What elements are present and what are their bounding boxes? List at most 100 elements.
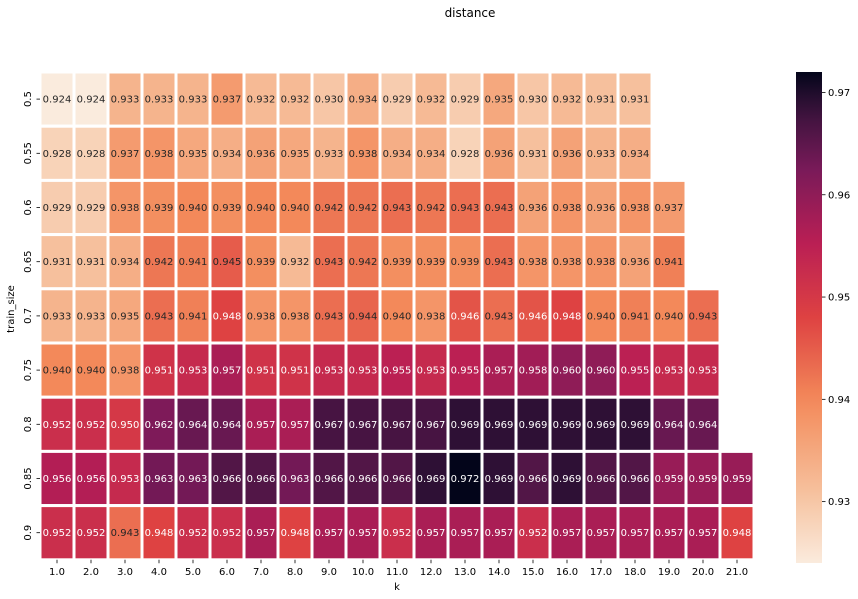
- cell-value-label: 0.943: [315, 257, 344, 268]
- cell-value-label: 0.938: [553, 257, 582, 268]
- cell-value-label: 0.962: [145, 420, 174, 431]
- cell-value-label: 0.959: [723, 474, 752, 485]
- cell-value-label: 0.957: [213, 366, 242, 377]
- cell-value-label: 0.930: [315, 95, 344, 106]
- cell-value-label: 0.958: [519, 366, 548, 377]
- cell-value-label: 0.938: [621, 203, 650, 214]
- heatmap-cell: [378, 233, 416, 291]
- cell-value-label: 0.937: [655, 203, 684, 214]
- cell-value-label: 0.942: [349, 257, 378, 268]
- heatmap-cell: [378, 449, 416, 508]
- heatmap-cell: [72, 124, 110, 182]
- cell-value-label: 0.952: [43, 528, 72, 539]
- heatmap-cell: [650, 233, 688, 291]
- cell-value-label: 0.942: [349, 203, 378, 214]
- heatmap-cell: [242, 287, 280, 345]
- heatmap-cells: 0.924 0.924 0.933 0.933 0.933 0.937 0.932 0.932…: [38, 70, 756, 562]
- cell-value-label: 0.938: [417, 311, 446, 322]
- cell-value-label: 0.955: [451, 366, 480, 377]
- cell-value-label: 0.967: [383, 420, 412, 431]
- cell-value-label: 0.969: [485, 420, 514, 431]
- cell-value-label: 0.932: [281, 95, 310, 106]
- cell-value-label: 0.940: [383, 311, 412, 322]
- cell-value-label: 0.933: [145, 95, 174, 106]
- y-tick-label: 0.85: [23, 467, 34, 489]
- cell-value-label: 0.957: [553, 528, 582, 539]
- cell-value-label: 0.934: [213, 149, 242, 160]
- cell-value-label: 0.939: [145, 203, 174, 214]
- cell-value-label: 0.952: [213, 528, 242, 539]
- cell-value-label: 0.940: [247, 203, 276, 214]
- cell-value-label: 0.929: [77, 203, 106, 214]
- y-tick-label: 0.65: [23, 251, 34, 273]
- cell-value-label: 0.938: [281, 311, 310, 322]
- cell-value-label: 0.933: [315, 149, 344, 160]
- cell-value-label: 0.939: [417, 257, 446, 268]
- cell-value-label: 0.943: [451, 203, 480, 214]
- heatmap-cell: [514, 287, 552, 345]
- cell-value-label: 0.938: [553, 203, 582, 214]
- cell-value-label: 0.964: [179, 420, 208, 431]
- x-tick-label: 5.0: [185, 567, 201, 578]
- cell-value-label: 0.944: [349, 311, 378, 322]
- heatmap-cell: [718, 504, 756, 562]
- heatmap-cell: [140, 341, 178, 399]
- cell-value-label: 0.957: [485, 366, 514, 377]
- cell-value-label: 0.945: [213, 257, 242, 268]
- heatmap-cell: [344, 341, 382, 399]
- cell-value-label: 0.966: [213, 474, 242, 485]
- cell-value-label: 0.938: [519, 257, 548, 268]
- heatmap-cell: [276, 70, 314, 128]
- cell-value-label: 0.966: [349, 474, 378, 485]
- cell-value-label: 0.957: [417, 528, 446, 539]
- x-tick-label: 3.0: [117, 567, 133, 578]
- colorbar-tick-label: 0.94: [828, 395, 850, 406]
- cell-value-label: 0.957: [281, 420, 310, 431]
- cell-value-label: 0.966: [383, 474, 412, 485]
- cell-value-label: 0.959: [655, 474, 684, 485]
- x-tick-label: 18.0: [624, 567, 646, 578]
- cell-value-label: 0.967: [315, 420, 344, 431]
- cell-value-label: 0.940: [43, 366, 72, 377]
- x-tick-label: 14.0: [488, 567, 510, 578]
- cell-value-label: 0.957: [485, 528, 514, 539]
- cell-value-label: 0.969: [553, 474, 582, 485]
- colorbar-ticks: 0.93 0.94 0.95 0.96 0.97: [822, 88, 850, 508]
- x-tick-label: 1.0: [49, 567, 65, 578]
- y-tick-label: 0.6: [23, 200, 34, 216]
- cell-value-label: 0.936: [587, 203, 616, 214]
- cell-value-label: 0.966: [315, 474, 344, 485]
- heatmap-cell: [242, 395, 280, 453]
- cell-value-label: 0.953: [689, 366, 718, 377]
- cell-value-label: 0.933: [111, 95, 140, 106]
- cell-value-label: 0.963: [179, 474, 208, 485]
- y-tick-label: 0.8: [23, 416, 34, 432]
- cell-value-label: 0.957: [247, 528, 276, 539]
- cell-value-label: 0.943: [111, 528, 140, 539]
- cell-value-label: 0.938: [111, 366, 140, 377]
- heatmap-cell: [650, 178, 688, 237]
- heatmap-cell: [616, 124, 654, 182]
- cell-value-label: 0.940: [587, 311, 616, 322]
- cell-value-label: 0.937: [111, 149, 140, 160]
- x-tick-label: 4.0: [151, 567, 167, 578]
- cell-value-label: 0.953: [111, 474, 140, 485]
- cell-value-label: 0.931: [587, 95, 616, 106]
- x-tick-label: 10.0: [352, 567, 374, 578]
- heatmap-cell: [310, 124, 348, 182]
- x-axis-ticks: 1.0 2.0 3.0 4.0 5.0 6.0 7.0 8.0 9.0 10.0 11.0 12.0 1…: [49, 559, 748, 578]
- cell-value-label: 0.924: [77, 95, 106, 106]
- cell-value-label: 0.938: [111, 203, 140, 214]
- cell-value-label: 0.952: [77, 528, 106, 539]
- cell-value-label: 0.931: [519, 149, 548, 160]
- cell-value-label: 0.935: [111, 311, 140, 322]
- cell-value-label: 0.969: [621, 420, 650, 431]
- colorbar-tick-label: 0.93: [828, 497, 850, 508]
- x-tick-label: 12.0: [420, 567, 442, 578]
- cell-value-label: 0.943: [145, 311, 174, 322]
- heatmap-cell: [310, 233, 348, 291]
- cell-value-label: 0.943: [485, 311, 514, 322]
- x-tick-label: 13.0: [454, 567, 476, 578]
- heatmap-cell: [616, 178, 654, 237]
- y-tick-label: 0.9: [23, 525, 34, 541]
